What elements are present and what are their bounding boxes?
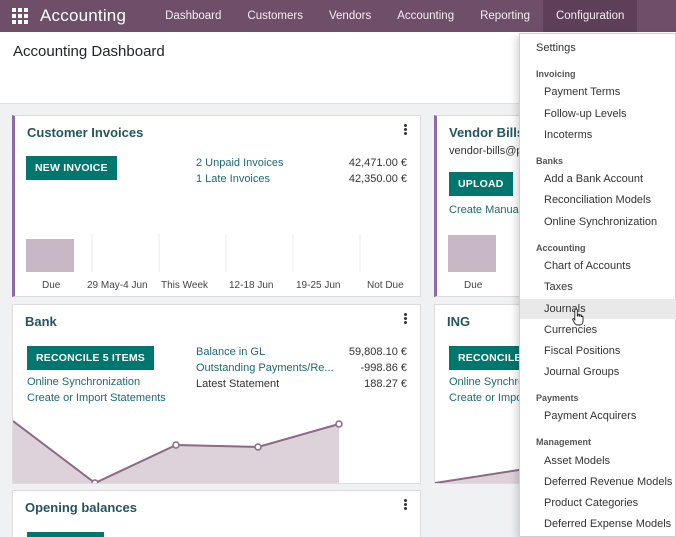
apps-menu-icon[interactable] (12, 8, 28, 24)
opening-balances-card: Opening balances (12, 490, 421, 537)
section-header-accounting: Accounting (536, 243, 586, 253)
chart-label-week4: 19-25 Jun (296, 280, 341, 291)
app-brand[interactable]: Accounting (40, 6, 127, 25)
ing-line-chart[interactable] (435, 455, 555, 484)
bank-card: Bank RECONCILE 5 ITEMS Online Synchroniz… (12, 304, 421, 484)
menu-item-online-synchronization[interactable]: Online Synchronization (544, 216, 658, 228)
chart-point (335, 420, 343, 428)
nav-dashboard[interactable]: Dashboard (165, 10, 222, 22)
chart-label-week1: 29 May-4 Jun (87, 280, 148, 291)
customer-invoices-card: Customer Invoices NEW INVOICE 2 Unpaid I… (12, 115, 421, 297)
late-invoices-amount: 42,350.00 € (348, 173, 407, 185)
opening-balances-button[interactable] (27, 532, 104, 537)
menu-item-payment-acquirers[interactable]: Payment Acquirers (544, 410, 637, 422)
chart-label-due: Due (464, 280, 483, 291)
kebab-menu-icon[interactable] (404, 124, 408, 136)
card-title[interactable]: ING (447, 314, 471, 329)
nav-accounting[interactable]: Accounting (397, 10, 455, 22)
hand-pointer-icon (572, 308, 584, 326)
nav-vendors[interactable]: Vendors (329, 10, 372, 22)
top-navbar: Accounting Dashboard Customers Vendors A… (0, 0, 676, 32)
chart-point (172, 441, 180, 449)
outstanding-amount: -998.86 € (360, 362, 407, 374)
due-bar (448, 235, 496, 272)
chart-label-not-due: Not Due (367, 280, 404, 291)
balance-gl-amount: 59,808.10 € (348, 346, 407, 358)
section-header-payments: Payments (536, 393, 579, 403)
new-invoice-button[interactable]: NEW INVOICE (26, 156, 117, 180)
card-title[interactable]: Customer Invoices (27, 125, 144, 140)
chart-label-this-week: This Week (161, 280, 209, 291)
menu-item-settings[interactable]: Settings (536, 42, 576, 54)
section-header-banks: Banks (536, 156, 564, 166)
late-invoices-link[interactable]: 1 Late Invoices (196, 173, 270, 185)
online-sync-link[interactable]: Online Synchro (449, 376, 525, 388)
section-header-management: Management (536, 437, 592, 447)
chart-point (91, 479, 99, 483)
nav-configuration[interactable]: Configuration (542, 0, 638, 32)
menu-item-taxes[interactable]: Taxes (544, 281, 573, 293)
page-title: Accounting Dashboard (13, 43, 165, 60)
unpaid-invoices-link[interactable]: 2 Unpaid Invoices (196, 157, 284, 169)
bills-bar-chart[interactable] (447, 234, 537, 272)
menu-item-asset-models[interactable]: Asset Models (544, 455, 611, 467)
latest-statement-label: Latest Statement (196, 378, 280, 390)
section-header-invoicing: Invoicing (536, 69, 576, 79)
menu-item-journals[interactable]: Journals (520, 299, 676, 319)
outstanding-link[interactable]: Outstanding Payments/Re... (196, 362, 334, 374)
unpaid-invoices-amount: 42,471.00 € (348, 157, 407, 169)
menu-item-fiscal-positions[interactable]: Fiscal Positions (544, 345, 621, 357)
kebab-menu-icon[interactable] (404, 313, 408, 325)
balance-gl-link[interactable]: Balance in GL (196, 346, 266, 358)
online-sync-link[interactable]: Online Synchronization (27, 376, 141, 388)
kebab-menu-icon[interactable] (404, 499, 408, 511)
menu-item-chart-of-accounts[interactable]: Chart of Accounts (544, 260, 631, 272)
create-import-link[interactable]: Create or Import Statements (27, 392, 166, 404)
menu-item-journal-groups[interactable]: Journal Groups (544, 366, 620, 378)
due-bar (26, 239, 74, 272)
menu-item-add-bank-account[interactable]: Add a Bank Account (544, 173, 644, 185)
nav-customers[interactable]: Customers (247, 10, 303, 22)
card-title[interactable]: Bank (25, 314, 57, 329)
menu-item-payment-terms[interactable]: Payment Terms (544, 86, 621, 98)
menu-item-follow-up-levels[interactable]: Follow-up Levels (544, 108, 627, 120)
menu-item-product-categories[interactable]: Product Categories (544, 497, 639, 509)
create-import-link[interactable]: Create or Impo (449, 392, 523, 404)
latest-statement-amount: 188.27 € (364, 378, 407, 390)
menu-item-incoterms[interactable]: Incoterms (544, 129, 593, 141)
bank-line-chart[interactable] (13, 415, 421, 484)
card-title[interactable]: Opening balances (25, 500, 137, 515)
menu-item-deferred-expense-models[interactable]: Deferred Expense Models (544, 518, 672, 530)
chart-label-week3: 12-18 Jun (229, 280, 274, 291)
invoices-bar-chart[interactable] (25, 234, 420, 272)
chart-label-due: Due (42, 280, 61, 291)
menu-item-currencies[interactable]: Currencies (544, 324, 598, 336)
chart-point (254, 443, 262, 451)
create-manual-link[interactable]: Create Manual (449, 204, 522, 216)
vendor-bills-email: vendor-bills@p (449, 145, 523, 157)
nav-reporting[interactable]: Reporting (480, 10, 530, 22)
reconcile-button[interactable]: RECONCILE (449, 346, 531, 370)
menu-item-reconciliation-models[interactable]: Reconciliation Models (544, 194, 651, 206)
upload-button[interactable]: UPLOAD (449, 172, 513, 196)
reconcile-button[interactable]: RECONCILE 5 ITEMS (27, 346, 154, 370)
menu-item-deferred-revenue-models[interactable]: Deferred Revenue Models (544, 476, 673, 488)
card-title[interactable]: Vendor Bills (449, 125, 525, 140)
configuration-dropdown: Settings Invoicing Payment Terms Follow-… (519, 33, 676, 537)
